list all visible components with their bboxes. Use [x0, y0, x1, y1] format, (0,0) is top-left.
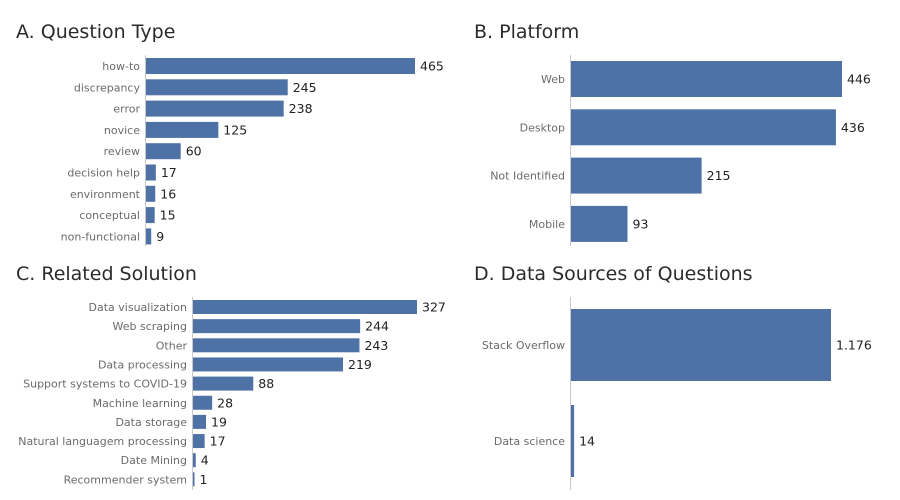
bar-review	[146, 143, 181, 160]
bar-desktop	[571, 109, 836, 146]
value-label-conceptual: 15	[160, 208, 176, 223]
category-label-web: Web	[541, 73, 565, 86]
bar-how-to	[146, 58, 415, 74]
bar-non-functional	[146, 228, 152, 245]
category-label-stack-overflow: Stack Overflow	[482, 339, 565, 352]
title-data-sources: D. Data Sources of Questions	[474, 263, 753, 285]
category-label-date-mining: Date Mining	[121, 454, 187, 467]
bar-natural-languagem-processing	[193, 434, 205, 449]
bar-environment	[146, 185, 156, 202]
value-label-natural-languagem-processing: 17	[210, 434, 226, 449]
bar-recommender-system	[193, 472, 195, 487]
category-label-novice: novice	[104, 124, 140, 137]
bar-novice	[146, 121, 219, 138]
bar-not-identified	[571, 157, 702, 194]
title-question-type: A. Question Type	[16, 21, 176, 43]
bar-web	[571, 61, 842, 97]
value-label-data-science: 14	[579, 434, 595, 449]
bar-data-visualization	[193, 300, 417, 314]
title-related-solution: C. Related Solution	[16, 263, 197, 285]
value-label-machine-learning: 28	[217, 395, 233, 410]
bar-mobile	[571, 205, 628, 242]
value-label-how-to: 465	[420, 59, 444, 74]
value-label-stack-overflow: 1.176	[836, 338, 872, 353]
category-label-how-to: how-to	[102, 60, 140, 73]
category-label-conceptual: conceptual	[79, 209, 140, 222]
category-label-desktop: Desktop	[520, 121, 565, 134]
value-label-support-systems-to-covid-19: 88	[258, 376, 274, 391]
value-label-recommender-system: 1	[200, 472, 208, 487]
category-label-web-scraping: Web scraping	[112, 320, 187, 333]
category-label-natural-languagem-processing: Natural languagem processing	[18, 435, 187, 448]
value-label-error: 238	[289, 101, 313, 116]
bar-error	[146, 100, 284, 117]
value-label-review: 60	[186, 144, 202, 159]
category-label-mobile: Mobile	[529, 218, 565, 231]
category-label-decision-help: decision help	[67, 167, 140, 180]
category-label-data-visualization: Data visualization	[89, 301, 187, 314]
category-label-data-processing: Data processing	[98, 358, 187, 371]
bar-decision-help	[146, 164, 156, 181]
bar-other	[193, 338, 360, 353]
bar-conceptual	[146, 207, 155, 224]
bar-date-mining	[193, 453, 196, 468]
bar-data-science	[571, 405, 575, 477]
bar-data-processing	[193, 357, 344, 372]
category-label-not-identified: Not Identified	[490, 170, 565, 183]
bar-web-scraping	[193, 319, 361, 334]
value-label-data-visualization: 327	[422, 300, 446, 315]
value-label-web: 446	[847, 72, 871, 87]
category-label-data-storage: Data storage	[115, 416, 187, 429]
value-label-other: 243	[364, 338, 388, 353]
category-label-error: error	[113, 103, 140, 116]
bar-stack-overflow	[571, 309, 831, 381]
bar-discrepancy	[146, 79, 288, 96]
value-label-discrepancy: 245	[293, 80, 317, 95]
category-label-discrepancy: discrepancy	[74, 81, 141, 94]
title-platform: B. Platform	[474, 21, 580, 43]
bar-data-storage	[193, 414, 207, 429]
category-label-other: Other	[156, 339, 188, 352]
value-label-data-processing: 219	[348, 357, 372, 372]
category-label-review: review	[104, 145, 140, 158]
bar-support-systems-to-covid-19	[193, 376, 254, 391]
value-label-decision-help: 17	[161, 165, 177, 180]
category-label-recommender-system: Recommender system	[64, 473, 187, 486]
value-label-web-scraping: 244	[365, 319, 389, 334]
value-label-mobile: 93	[633, 216, 649, 231]
value-label-novice: 125	[223, 122, 247, 137]
value-label-date-mining: 4	[201, 453, 209, 468]
category-label-machine-learning: Machine learning	[93, 397, 187, 410]
bar-machine-learning	[193, 395, 213, 410]
value-label-non-functional: 9	[156, 229, 164, 244]
value-label-desktop: 436	[841, 120, 865, 135]
value-label-environment: 16	[160, 186, 176, 201]
category-label-non-functional: non-functional	[61, 230, 140, 243]
category-label-support-systems-to-covid-19: Support systems to COVID-19	[23, 378, 187, 391]
category-label-environment: environment	[70, 188, 141, 201]
category-label-data-science: Data science	[494, 435, 565, 448]
value-label-not-identified: 215	[707, 168, 731, 183]
value-label-data-storage: 19	[211, 414, 227, 429]
